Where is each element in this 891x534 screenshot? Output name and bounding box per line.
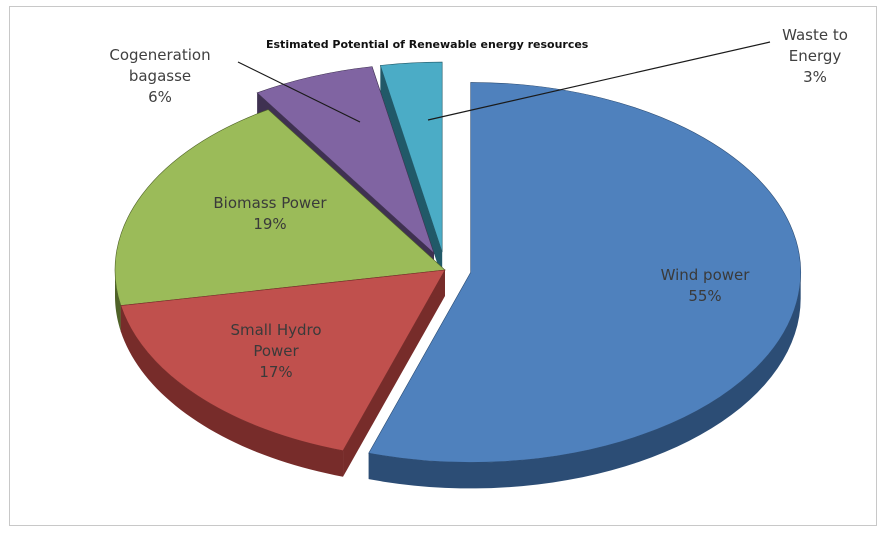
data-label-waste-to-energy: Waste to Energy 3% — [782, 26, 848, 86]
chart-title: Estimated Potential of Renewable energy … — [266, 38, 589, 51]
data-label-small-hydro-power: Small Hydro Power 17% — [230, 321, 321, 381]
data-label-biomass-power: Biomass Power 19% — [213, 194, 327, 233]
leader-line-cogeneration-bagasse — [237, 61, 361, 123]
leader-line-waste-to-energy — [427, 41, 771, 121]
pie-slice-wind-power — [368, 82, 801, 489]
data-label-cogeneration-bagasse: Cogeneration bagasse 6% — [109, 46, 210, 106]
pie-slice-waste-to-energy — [379, 61, 443, 279]
data-label-wind-power: Wind power 55% — [661, 266, 751, 305]
pie-slice-small-hydro-power — [120, 269, 446, 477]
